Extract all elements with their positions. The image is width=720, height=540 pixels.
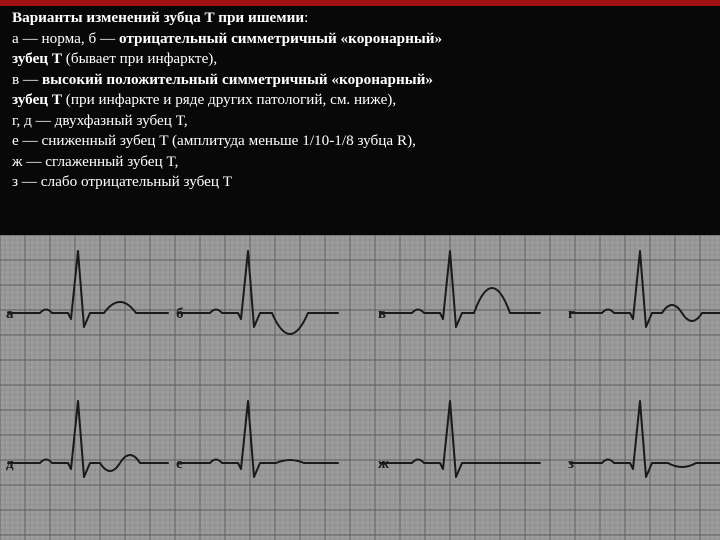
svg-text:е: е [176,456,183,472]
svg-text:г: г [568,306,575,322]
svg-text:в: в [378,306,386,322]
l9: з — слабо отрицательный зубец T [12,172,708,193]
l2a: а — норма, б — [12,30,119,47]
ecg-panel: а б в г д е ж з [0,235,720,540]
l5a: зубец T [12,91,62,108]
l6: г, д — двухфазный зубец T, [12,111,708,132]
svg-text:а: а [6,306,14,322]
l5b: (при инфаркте и ряде других патологий, с… [62,91,396,108]
l4b: высокий положительный симметричный «коро… [42,71,433,88]
l2b: отрицательный симметричный «коронарный» [119,30,442,47]
l4a: в — [12,71,42,88]
accent-strip [0,0,720,6]
l3a: зубец T [12,50,62,67]
svg-text:д: д [6,456,14,472]
svg-text:з: з [568,456,574,472]
title-bold: Варианты изменений зубца T при ишемии [12,9,304,26]
description-text: Варианты изменений зубца T при ишемии: а… [12,8,708,193]
l7: е — сниженный зубец T (амплитуда меньше … [12,131,708,152]
svg-text:б: б [176,306,184,322]
l3b: (бывает при инфаркте), [62,50,217,67]
l8: ж — сглаженный зубец T, [12,152,708,173]
ecg-svg: а б в г д е ж з [0,235,720,540]
title-colon: : [304,9,308,26]
svg-text:ж: ж [378,456,389,472]
